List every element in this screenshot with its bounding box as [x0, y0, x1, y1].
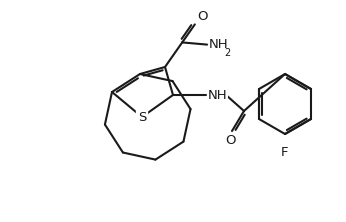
- Text: F: F: [281, 146, 289, 159]
- Text: S: S: [138, 111, 146, 123]
- Text: NH: NH: [209, 38, 229, 51]
- Text: NH: NH: [208, 89, 228, 101]
- Text: 2: 2: [224, 48, 230, 57]
- Text: O: O: [225, 134, 235, 147]
- Text: O: O: [197, 10, 207, 23]
